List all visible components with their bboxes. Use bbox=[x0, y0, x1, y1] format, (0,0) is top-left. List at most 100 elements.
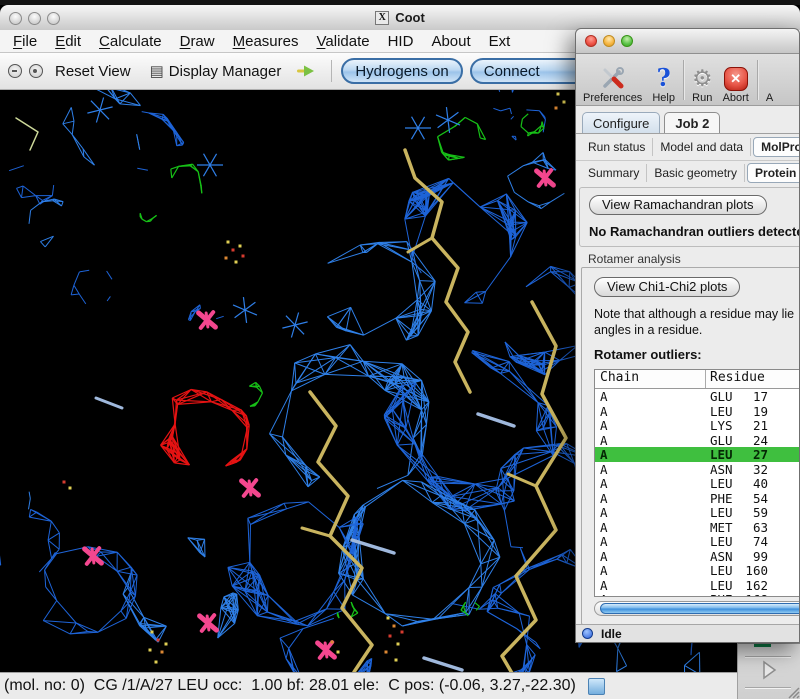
rotamer-note: Note that although a residue may lie ang… bbox=[594, 307, 795, 337]
table-row[interactable]: A GLU 17 bbox=[600, 389, 768, 404]
dialog-close-button[interactable] bbox=[585, 35, 597, 47]
tab[interactable]: MolProbit bbox=[753, 137, 799, 157]
resize-grip[interactable] bbox=[786, 685, 800, 699]
menu-item[interactable]: File bbox=[13, 32, 38, 50]
tab[interactable]: Run status bbox=[581, 138, 654, 156]
divider bbox=[745, 656, 791, 657]
display-manager-icon: ▤ bbox=[149, 63, 164, 80]
close-button[interactable] bbox=[9, 12, 22, 25]
view-chi-plots-button[interactable]: View Chi1-Chi2 plots bbox=[594, 277, 741, 297]
tools-icon bbox=[602, 66, 624, 88]
dialog-titlebar[interactable] bbox=[576, 29, 799, 54]
toolbar-separator bbox=[756, 59, 758, 100]
toolbar-label: Run bbox=[692, 91, 713, 104]
table-row[interactable]: A ASN 32 bbox=[600, 461, 768, 477]
rotamer-frame: View Chi1-Chi2 plots Note that although … bbox=[581, 267, 799, 625]
table-body: A GLU 17 A LEU 19 A LYS bbox=[595, 389, 799, 596]
menu-item[interactable]: Validate bbox=[316, 32, 370, 50]
dialog-tabs: Configure Job 2 bbox=[576, 106, 799, 134]
divider bbox=[745, 687, 791, 688]
table-row[interactable]: A LYS 21 bbox=[600, 418, 768, 433]
tab[interactable]: Basic geometry bbox=[647, 164, 746, 182]
ramachandran-panel: View Ramachandran plots No Ramachandran … bbox=[579, 187, 800, 247]
table-row[interactable]: A LEU 74 bbox=[600, 534, 768, 549]
toolbar-label: Preferences bbox=[583, 91, 643, 104]
atom-status-text: (mol. no: 0) CG /1/A/27 LEU occ: 1.00 bf… bbox=[4, 677, 576, 694]
green-arrow-icon[interactable] bbox=[296, 64, 316, 78]
status-led-icon bbox=[582, 628, 593, 639]
menu-item[interactable]: HID bbox=[387, 32, 414, 50]
electron-density-mesh bbox=[0, 90, 753, 672]
menu-item[interactable]: Calculate bbox=[99, 32, 162, 50]
scrollbar-thumb[interactable] bbox=[600, 603, 799, 614]
preferences-button[interactable]: Preferences bbox=[578, 56, 647, 104]
tab[interactable]: Model and data bbox=[653, 138, 752, 156]
run-button[interactable]: ⚙ Run bbox=[687, 56, 718, 104]
window-title: Coot bbox=[395, 10, 425, 25]
table-row[interactable]: A ASN 99 bbox=[600, 548, 768, 564]
view-ramachandran-plots-button[interactable]: View Ramachandran plots bbox=[589, 195, 767, 215]
zoom-button[interactable] bbox=[47, 12, 60, 25]
menu-item[interactable]: About bbox=[431, 32, 471, 50]
minimize-button[interactable] bbox=[28, 12, 41, 25]
display-manager-button[interactable]: Display Manager bbox=[168, 62, 282, 80]
dialog-zoom-button[interactable] bbox=[621, 35, 633, 47]
table-row[interactable]: A GLU 24 bbox=[600, 432, 768, 448]
toolbar-label: Abort bbox=[722, 91, 749, 104]
table-row[interactable]: A PHE 168 bbox=[595, 592, 799, 596]
help-icon: ? bbox=[656, 62, 671, 92]
tab[interactable]: Job 2 bbox=[664, 112, 721, 133]
table-row[interactable]: A LEU 40 bbox=[600, 476, 768, 491]
hydrogens-toggle-button[interactable]: Hydrogens on bbox=[341, 58, 463, 84]
toolbar-label: Help bbox=[652, 91, 675, 104]
table-row[interactable]: A PHE 54 bbox=[600, 490, 768, 506]
ramachandran-status: No Ramachandran outliers detecte bbox=[589, 224, 800, 239]
expander-icon[interactable] bbox=[758, 659, 780, 681]
table-row[interactable]: A LEU 19 bbox=[600, 403, 768, 419]
table-header: Chain Residue bbox=[595, 370, 799, 389]
toolbar-label: A bbox=[765, 91, 774, 104]
toolbar-separator bbox=[682, 59, 684, 100]
menu-item[interactable]: Measures bbox=[232, 32, 299, 50]
green-tick bbox=[754, 644, 771, 647]
title-area: X Coot bbox=[0, 5, 800, 30]
main-titlebar[interactable]: X Coot bbox=[0, 5, 800, 31]
column-header-chain[interactable]: Chain bbox=[595, 370, 706, 388]
reset-view-button[interactable]: Reset View bbox=[55, 62, 131, 80]
menu-item[interactable]: Draw bbox=[179, 32, 215, 50]
blue-indicator bbox=[587, 677, 605, 695]
molprobity-dialog: Preferences ? Help ⚙ Run ✕ Abort A C bbox=[575, 28, 800, 643]
main-statusbar: (mol. no: 0) CG /1/A/27 LEU occ: 1.00 bf… bbox=[0, 672, 737, 699]
help-button[interactable]: ? Help bbox=[647, 56, 680, 104]
dialog-minimize-button[interactable] bbox=[603, 35, 615, 47]
dialog-toolbar: Preferences ? Help ⚙ Run ✕ Abort A bbox=[576, 54, 799, 106]
circle-icon-1[interactable] bbox=[8, 64, 22, 78]
gear-icon: ⚙ bbox=[691, 64, 713, 91]
horizontal-scrollbar[interactable] bbox=[594, 601, 799, 616]
abort-button[interactable]: ✕ Abort bbox=[718, 56, 754, 104]
table-row[interactable]: A LEU 160 bbox=[600, 563, 768, 578]
abort-icon: ✕ bbox=[723, 66, 748, 91]
corner-panel bbox=[737, 643, 800, 699]
table-row[interactable]: A MET 63 bbox=[600, 519, 768, 535]
menu-item[interactable]: Ext bbox=[488, 32, 511, 50]
column-header-residue[interactable]: Residue bbox=[710, 370, 765, 385]
table-row[interactable]: A LEU 27 bbox=[595, 447, 799, 462]
table-row[interactable]: A LEU 162 bbox=[600, 577, 768, 593]
circle-icon-2[interactable] bbox=[29, 64, 43, 78]
clipped-toolbar-item[interactable]: A bbox=[761, 56, 778, 104]
x11-icon: X bbox=[375, 10, 390, 25]
tab[interactable]: Protein bbox=[747, 163, 799, 183]
tab[interactable]: Summary bbox=[581, 164, 648, 182]
rotamer-table: Chain Residue A GLU 17 A LEU bbox=[594, 369, 799, 597]
dialog-statusbar: Idle bbox=[576, 624, 799, 642]
window-controls bbox=[9, 12, 60, 25]
tab[interactable]: Configure bbox=[582, 112, 661, 133]
rotamer-frame-label: Rotamer analysis bbox=[588, 252, 681, 266]
menu-item[interactable]: Edit bbox=[55, 32, 82, 50]
table-row[interactable]: A LEU 59 bbox=[600, 505, 768, 520]
dialog-status-text: Idle bbox=[601, 626, 622, 641]
